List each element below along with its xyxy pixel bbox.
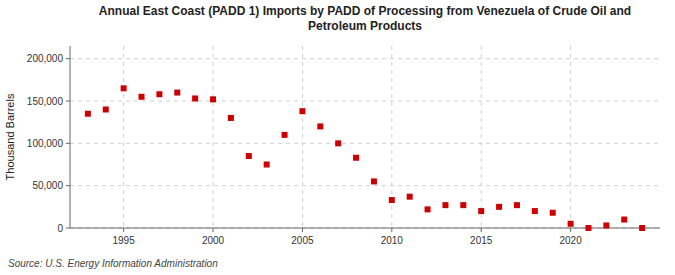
x-tick-label: 2000 — [202, 235, 225, 246]
point — [192, 95, 198, 101]
point — [139, 94, 145, 100]
x-tick — [213, 228, 214, 232]
point — [532, 208, 538, 214]
x-tick-label: 1995 — [113, 235, 136, 246]
y-tick-label: 0 — [57, 223, 63, 234]
point — [299, 108, 305, 114]
y-tick-label: 150,000 — [27, 96, 64, 107]
y-grid-line — [70, 101, 660, 102]
y-tick — [66, 143, 70, 144]
y-tick-label: 100,000 — [27, 138, 64, 149]
points — [85, 85, 645, 231]
point — [174, 90, 180, 96]
y-tick — [66, 101, 70, 102]
point — [568, 221, 574, 227]
point — [121, 85, 127, 91]
y-tick — [66, 58, 70, 59]
point — [246, 153, 252, 159]
y-tick — [66, 228, 70, 229]
x-tick — [123, 228, 124, 232]
point — [228, 115, 234, 121]
point — [371, 178, 377, 184]
point — [210, 96, 216, 102]
x-axis-line — [70, 228, 660, 229]
point — [585, 225, 591, 231]
y-tick-label: 50,000 — [32, 180, 63, 191]
chart: Annual East Coast (PADD 1) Imports by PA… — [0, 0, 675, 275]
point — [460, 202, 466, 208]
point — [550, 210, 556, 216]
x-tick-label: 2010 — [381, 235, 404, 246]
x-tick-label: 2005 — [291, 235, 314, 246]
point — [639, 225, 645, 231]
x-grid-line — [481, 46, 482, 228]
point — [425, 206, 431, 212]
y-grid-line — [70, 58, 660, 59]
y-axis-line — [70, 46, 71, 228]
y-tick — [66, 185, 70, 186]
point — [442, 202, 448, 208]
y-tick-label: 200,000 — [27, 53, 64, 64]
point — [407, 194, 413, 200]
x-tick — [481, 228, 482, 232]
point — [514, 202, 520, 208]
x-grid-line — [302, 46, 303, 228]
x-tick-label: 2020 — [559, 235, 582, 246]
x-grid-line — [213, 46, 214, 228]
x-grid-line — [570, 46, 571, 228]
x-tick — [570, 228, 571, 232]
point — [85, 111, 91, 117]
point — [335, 140, 341, 146]
x-tick-label: 2015 — [470, 235, 493, 246]
point — [103, 106, 109, 112]
y-grid-line — [70, 185, 660, 186]
point — [389, 197, 395, 203]
y-grid-line — [70, 143, 660, 144]
y-grid-line — [70, 228, 660, 229]
source-note: Source: U.S. Energy Information Administ… — [8, 258, 218, 269]
point — [317, 123, 323, 129]
x-grid-line — [123, 46, 124, 228]
point — [156, 91, 162, 97]
grid — [70, 46, 660, 228]
point — [478, 208, 484, 214]
point — [496, 204, 502, 210]
point — [603, 222, 609, 228]
point — [621, 217, 627, 223]
x-tick — [391, 228, 392, 232]
x-tick — [302, 228, 303, 232]
y-axis-label: Thousand Barrels — [4, 93, 16, 180]
point — [282, 132, 288, 138]
title: Annual East Coast (PADD 1) Imports by PA… — [99, 4, 631, 33]
point — [353, 155, 359, 161]
point — [264, 162, 270, 168]
